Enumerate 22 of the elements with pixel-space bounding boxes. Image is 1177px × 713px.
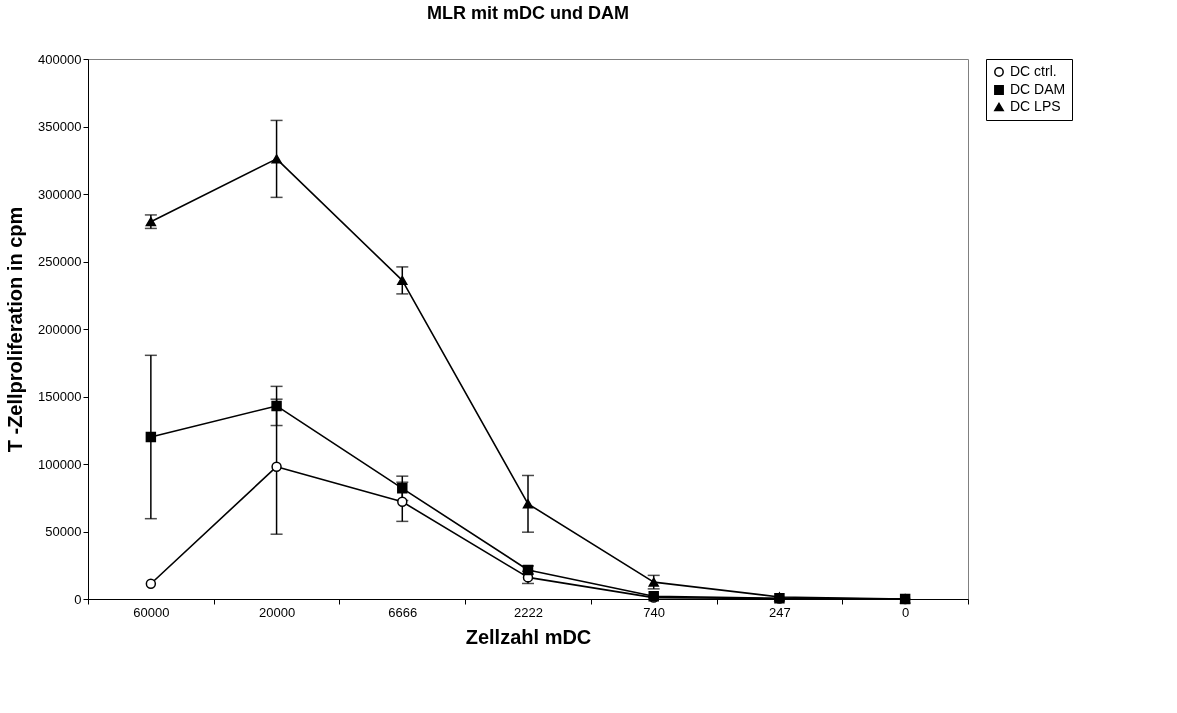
- x-tick-label: 60000: [133, 604, 170, 620]
- y-tick-label: 100000: [38, 456, 82, 472]
- x-tick-label: 20000: [258, 604, 296, 620]
- x-tick-label: 2222: [514, 604, 543, 620]
- y-tick-label: 350000: [38, 119, 82, 134]
- y-tick-label: 50000: [45, 524, 82, 539]
- legend-label: DC DAM: [1010, 81, 1066, 97]
- y-tick-label: 0: [74, 591, 82, 607]
- x-tick-label: 0: [902, 604, 910, 620]
- legend-label: DC LPS: [1010, 98, 1061, 114]
- x-tick-label: 740: [643, 604, 666, 620]
- y-tick-label: 200000: [38, 321, 82, 337]
- y-tick-label: 150000: [38, 389, 82, 404]
- x-tick-label: 247: [769, 604, 791, 620]
- y-tick-label: 400000: [38, 51, 82, 67]
- chart-title: MLR mit mDC und DAM: [427, 3, 629, 23]
- x-tick-label: 6666: [388, 604, 418, 620]
- y-axis-title: T -Zellproliferation in cpm: [4, 206, 27, 453]
- legend-label: DC ctrl.: [1010, 63, 1057, 79]
- x-axis-title: Zellzahl mDC: [465, 625, 592, 648]
- y-tick-label: 300000: [38, 186, 82, 202]
- y-tick-label: 250000: [38, 254, 82, 269]
